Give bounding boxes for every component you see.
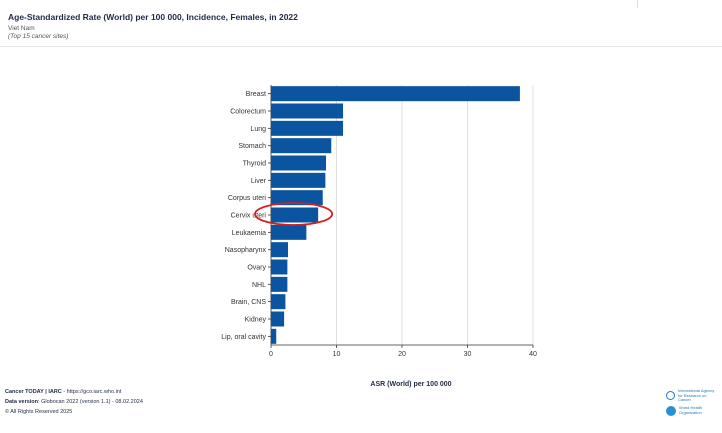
category-label: Breast — [246, 91, 266, 98]
bar — [271, 138, 332, 154]
x-tick-label: 40 — [529, 351, 537, 358]
category-label: Leukaemia — [232, 230, 266, 237]
who-emblem-icon — [666, 405, 676, 416]
category-label: NHL — [252, 282, 266, 289]
category-label: Lung — [250, 126, 266, 133]
highlight-ellipse — [254, 202, 334, 226]
footer-source-name: Cancer TODAY | IARC — [5, 389, 62, 395]
header-divider — [637, 0, 638, 8]
top-sites-note: (Top 15 cancer sites) — [8, 33, 69, 40]
bar — [271, 155, 327, 171]
x-axis-title: ASR (World) per 100 000 — [370, 381, 451, 388]
category-label: Colorectum — [230, 109, 266, 116]
bar — [271, 224, 307, 240]
who-logo: World Health Organization — [666, 405, 720, 416]
bar — [271, 86, 520, 102]
country-label: Viet Nam — [8, 25, 35, 32]
category-label: Thyroid — [243, 161, 266, 168]
who-name-line1: World Health — [679, 405, 703, 410]
footer-source-url[interactable]: - https://gco.iarc.who.int — [61, 389, 122, 395]
bar — [271, 311, 285, 327]
footer-version-value: : Globocan 2022 (version 1.1) - 08.02.20… — [38, 399, 143, 405]
bar — [271, 276, 288, 292]
who-name-line2: Organization — [679, 409, 702, 415]
x-tick-label: 30 — [464, 351, 472, 358]
footer-version: Data version: Globocan 2022 (version 1.1… — [5, 397, 143, 407]
category-label: Brain, CNS — [231, 299, 266, 306]
chart-header: Age-Standardized Rate (World) per 100 00… — [0, 0, 722, 47]
iarc-name-line2: for Research on Cancer — [678, 392, 707, 402]
bar — [271, 207, 319, 223]
category-label: Nasopharynx — [225, 247, 267, 254]
category-label: Ovary — [247, 265, 266, 272]
category-label: Liver — [251, 178, 267, 185]
footer-version-label: Data version — [5, 399, 39, 405]
iarc-name-line1: International Agency — [678, 388, 715, 393]
iarc-emblem-icon — [666, 391, 675, 401]
bar — [271, 242, 289, 258]
footer-copyright: © All Rights Reserved 2025 — [5, 409, 73, 415]
bar — [271, 294, 286, 310]
bar — [271, 190, 323, 206]
iarc-logo: International Agency for Research on Can… — [666, 388, 720, 403]
organization-logos: International Agency for Research on Can… — [666, 388, 720, 429]
bar — [271, 172, 326, 188]
x-tick-label: 20 — [398, 351, 406, 358]
x-tick-label: 10 — [333, 351, 341, 358]
bar — [271, 328, 277, 344]
category-label: Stomach — [238, 143, 266, 150]
footer-source: Cancer TODAY | IARC - https://gco.iarc.w… — [5, 387, 143, 397]
category-label: Corpus uteri — [228, 195, 267, 202]
bar — [271, 120, 344, 136]
bar — [271, 103, 344, 119]
bar — [271, 259, 288, 275]
chart-title: Age-Standardized Rate (World) per 100 00… — [8, 12, 298, 22]
category-label: Lip, oral cavity — [221, 334, 266, 341]
category-label: Cervix uteri — [231, 213, 267, 220]
category-label: Kidney — [245, 317, 267, 324]
x-tick-label: 0 — [269, 351, 273, 358]
footer: Cancer TODAY | IARC - https://gco.iarc.w… — [5, 387, 143, 417]
